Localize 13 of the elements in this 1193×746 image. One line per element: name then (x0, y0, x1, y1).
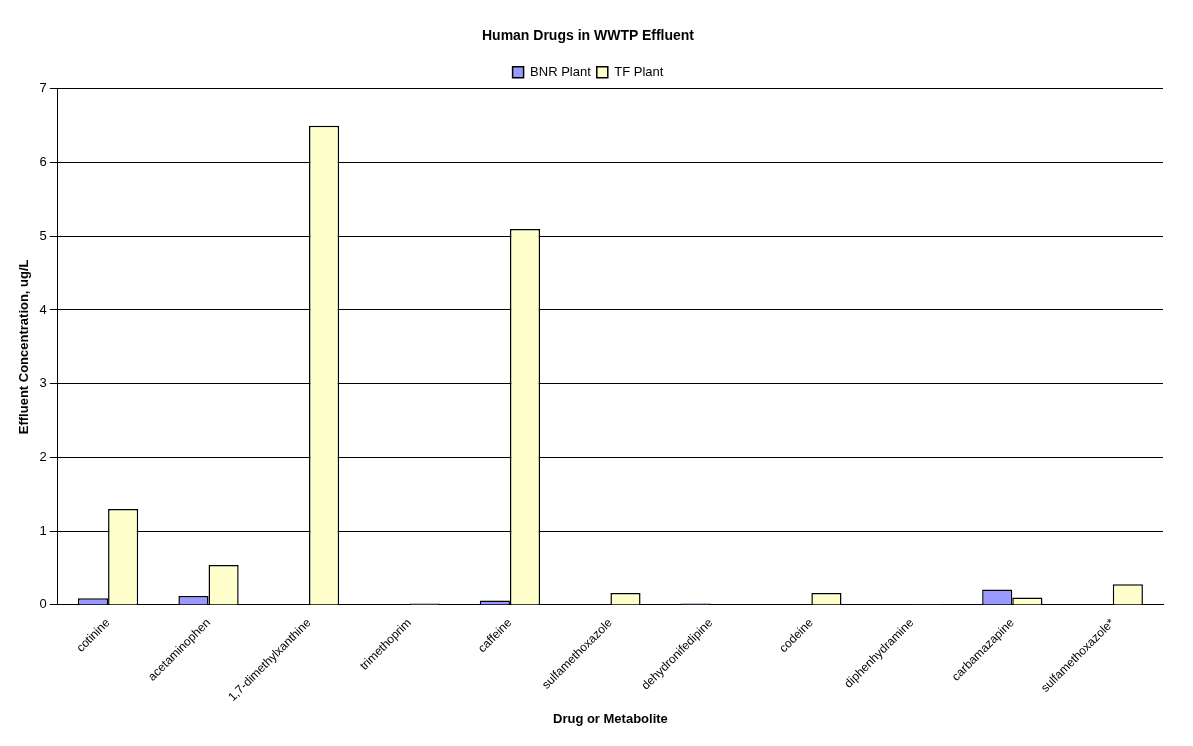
legend-label: BNR Plant (530, 63, 592, 79)
y-tick-label: 7 (39, 80, 47, 96)
y-axis-title: Effluent Concentration, ug/L (16, 259, 32, 435)
y-tick-label: 0 (39, 596, 47, 612)
y-tick-label: 2 (39, 449, 47, 465)
y-tick-label: 3 (39, 375, 47, 391)
y-tick-label: 5 (39, 227, 47, 243)
legend-label: TF Plant (614, 63, 664, 79)
y-tick-label: 6 (39, 154, 47, 170)
chart-title: Human Drugs in WWTP Effluent (481, 27, 695, 44)
y-tick-label: 1 (39, 522, 47, 538)
x-axis-title: Drug or Metabolite (552, 710, 668, 726)
y-tick-label: 4 (39, 301, 47, 317)
